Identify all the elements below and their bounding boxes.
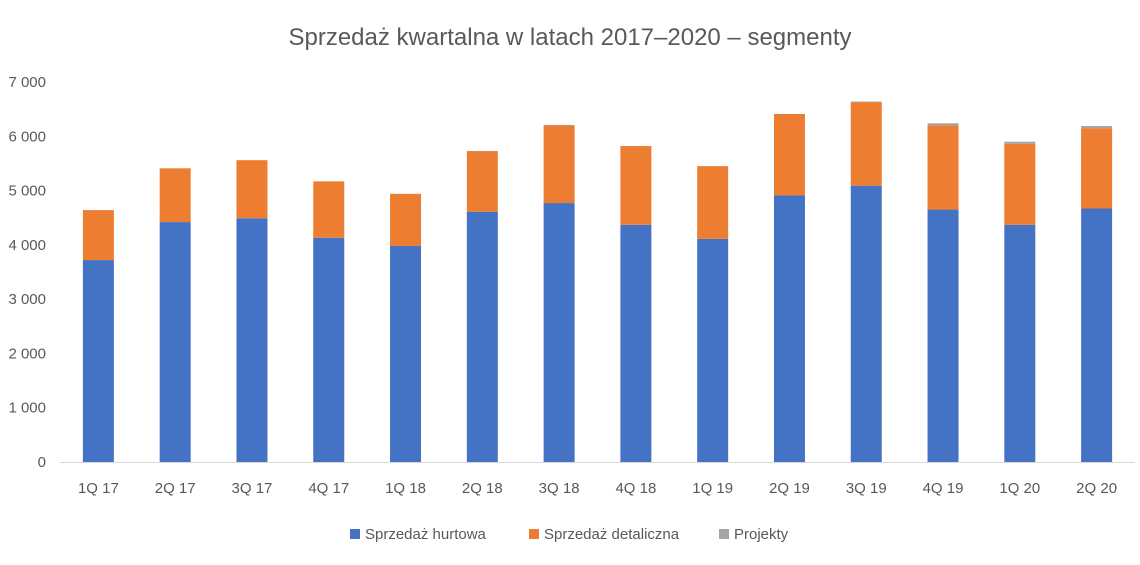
- x-tick-label: 4Q 18: [615, 480, 656, 497]
- bar-segment-wholesale: [1004, 224, 1036, 462]
- y-tick-label: 0: [38, 454, 46, 471]
- bar-segment-projects: [466, 150, 498, 152]
- bar-segment-projects: [927, 123, 959, 126]
- bar-segment-retail: [1004, 143, 1036, 225]
- y-tick-label: 4 000: [8, 237, 46, 254]
- y-tick-label: 7 000: [8, 74, 46, 91]
- y-tick-label: 5 000: [8, 183, 46, 200]
- y-tick-label: 2 000: [8, 345, 46, 362]
- bar-segment-retail: [466, 151, 498, 212]
- bar-segment-retail: [82, 210, 114, 261]
- chart-title: Sprzedaż kwartalna w latach 2017–2020 – …: [288, 24, 851, 51]
- bar-segment-wholesale: [1081, 208, 1113, 462]
- x-tick-label: 3Q 19: [846, 480, 887, 497]
- bar-segment-retail: [390, 193, 422, 246]
- x-tick-label: 2Q 20: [1076, 480, 1117, 497]
- bar-segment-wholesale: [466, 211, 498, 462]
- x-tick-label: 1Q 18: [385, 480, 426, 497]
- x-tick-label: 3Q 17: [232, 480, 273, 497]
- bar-segment-wholesale: [390, 245, 422, 462]
- bar-segment-retail: [773, 114, 805, 196]
- legend: Sprzedaż hurtowa Sprzedaż detaliczna Proje…: [350, 526, 789, 543]
- legend-label: Sprzedaż detaliczna: [544, 526, 680, 543]
- bar-segment-projects: [543, 124, 575, 126]
- bar-segment-wholesale: [82, 260, 114, 462]
- bar-segment-retail: [313, 181, 345, 238]
- bars: [82, 101, 1113, 462]
- bar-segment-retail: [543, 125, 575, 204]
- bar-segment-wholesale: [620, 224, 652, 462]
- x-tick-label: 2Q 19: [769, 480, 810, 497]
- x-tick-label: 4Q 17: [308, 480, 349, 497]
- bar-segment-retail: [697, 166, 729, 239]
- bar-segment-retail: [927, 125, 959, 210]
- x-tick-label: 4Q 19: [923, 480, 964, 497]
- bar-segment-wholesale: [850, 185, 882, 462]
- y-tick-label: 1 000: [8, 400, 46, 417]
- x-tick-label: 1Q 20: [999, 480, 1040, 497]
- legend-label: Sprzedaż hurtowa: [365, 526, 487, 543]
- x-tick-label: 1Q 19: [692, 480, 733, 497]
- y-tick-label: 3 000: [8, 291, 46, 308]
- bar-segment-wholesale: [697, 238, 729, 462]
- bar-segment-wholesale: [927, 209, 959, 462]
- bar-segment-wholesale: [773, 195, 805, 462]
- x-tick-label: 2Q 17: [155, 480, 196, 497]
- bar-segment-projects: [1004, 141, 1036, 144]
- bar-segment-projects: [850, 101, 882, 103]
- legend-swatch: [719, 529, 729, 539]
- bar-segment-wholesale: [159, 222, 191, 462]
- bar-segment-wholesale: [543, 203, 575, 462]
- bar-segment-wholesale: [236, 218, 268, 462]
- bar-segment-wholesale: [313, 237, 345, 462]
- y-tick-label: 6 000: [8, 128, 46, 145]
- x-tick-label: 2Q 18: [462, 480, 503, 497]
- bar-segment-retail: [159, 168, 191, 223]
- x-axis-tick-labels: 1Q 17 2Q 17 3Q 17 4Q 17 1Q 18 2Q 18 3Q 18 4Q 18…: [78, 480, 1117, 497]
- y-axis-tick-labels: 0 1 000 2 000 3 000 4 000 5 000 6 000 7 000: [8, 74, 46, 471]
- legend-swatch: [350, 529, 360, 539]
- x-tick-label: 3Q 18: [539, 480, 580, 497]
- bar-segment-retail: [1081, 128, 1113, 209]
- x-tick-label: 1Q 17: [78, 480, 119, 497]
- legend-label: Projekty: [734, 526, 789, 543]
- bar-segment-projects: [1081, 125, 1113, 129]
- bar-segment-retail: [620, 146, 652, 225]
- bar-segment-retail: [236, 160, 268, 219]
- legend-swatch: [529, 529, 539, 539]
- bar-segment-retail: [850, 102, 882, 186]
